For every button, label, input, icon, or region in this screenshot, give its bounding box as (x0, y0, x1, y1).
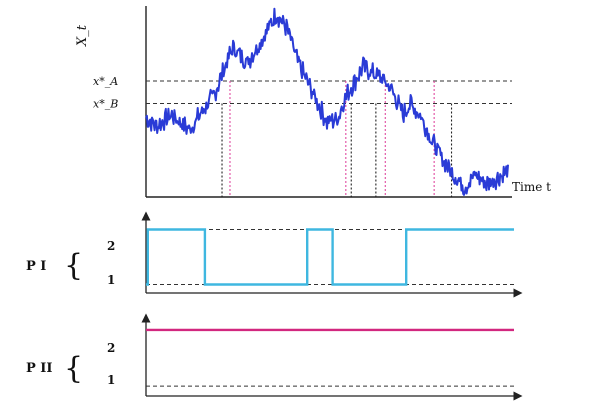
p-i-brace: { (64, 248, 83, 283)
p-ii-tick-2: 2 (107, 341, 115, 355)
threshold-label-x-b: x*_B (93, 98, 118, 111)
p-i-panel: 2 1 P I { (26, 211, 523, 298)
p-i-tick-1: 1 (107, 273, 115, 287)
top-panel: X_t x*_A x*_B Time t (75, 6, 551, 198)
p-ii-panel: 2 1 P II { (26, 313, 523, 401)
p-i-step-line (146, 228, 514, 286)
p-ii-brace: { (64, 351, 83, 386)
x-axis-label: Time t (512, 180, 551, 194)
threshold-label-x-a: x*_A (93, 75, 118, 88)
p-i-label: P I (26, 259, 46, 274)
p-ii-label: P II (26, 361, 52, 376)
y-axis-label: X_t (75, 24, 90, 47)
x-t-series-line (145, 7, 509, 196)
p-i-tick-2: 2 (107, 239, 115, 253)
p-ii-tick-1: 1 (107, 373, 115, 387)
